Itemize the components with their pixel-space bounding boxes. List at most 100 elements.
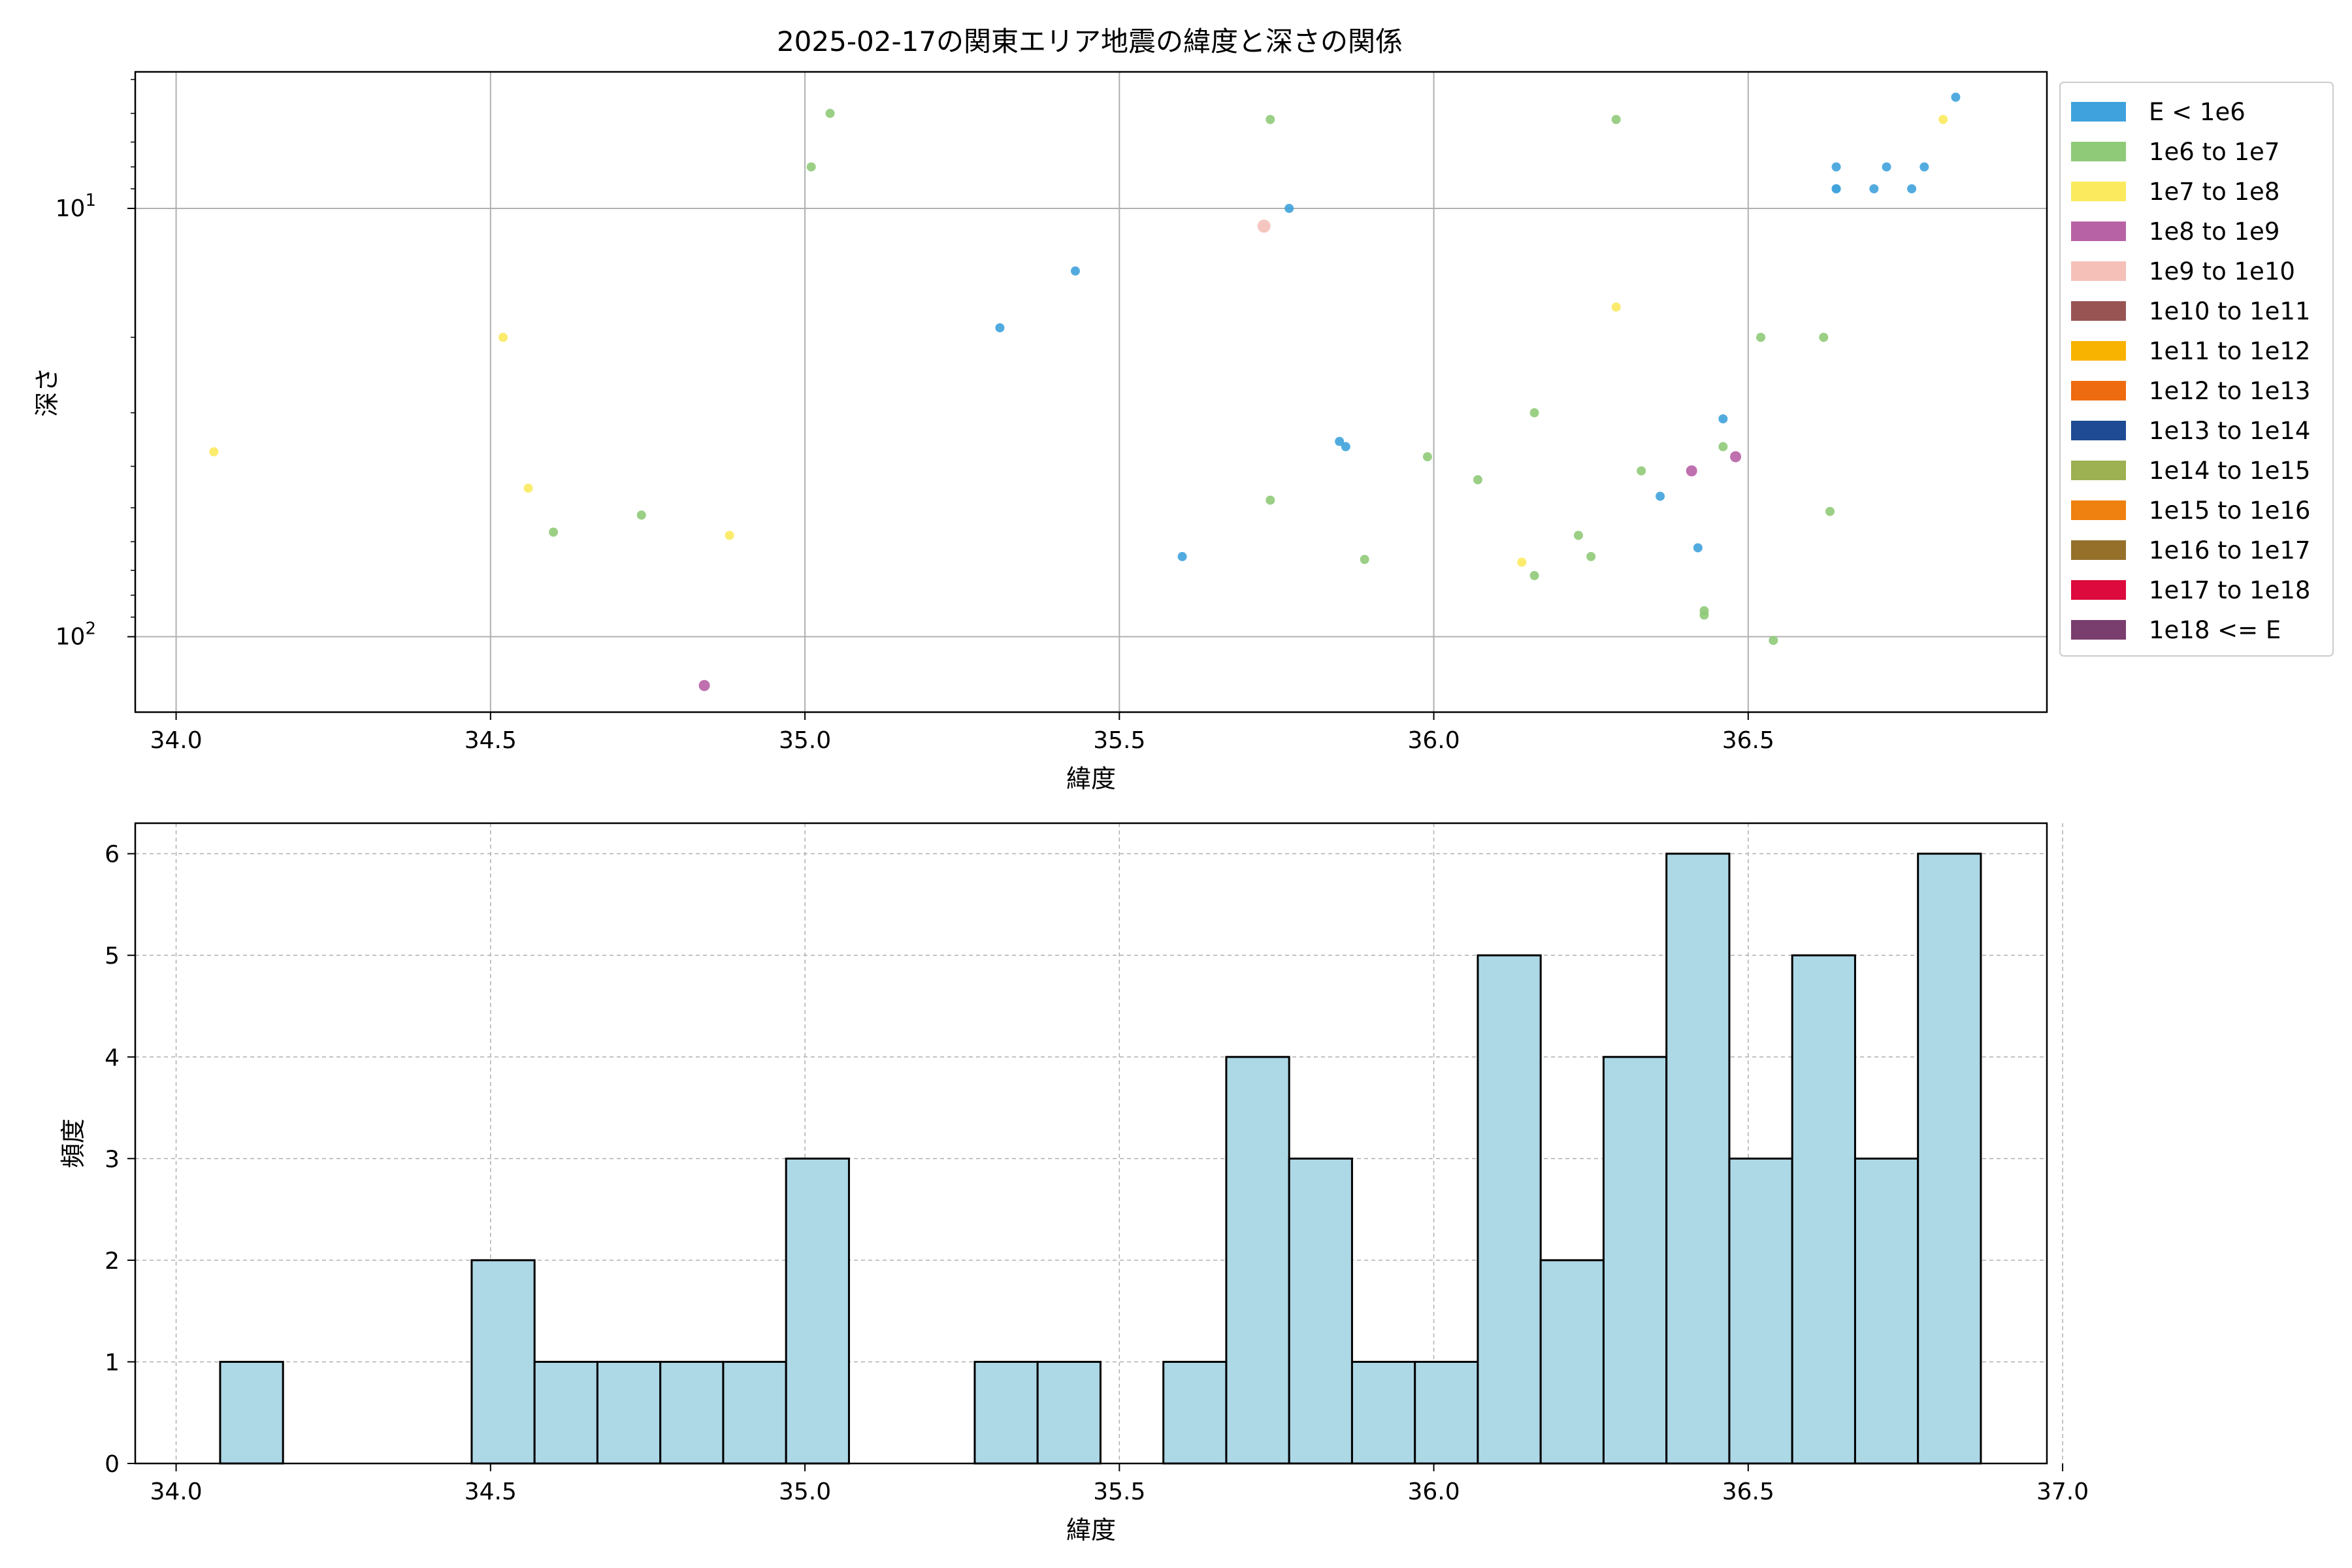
scatter-point — [1718, 414, 1728, 424]
histogram-bar — [973, 1360, 1039, 1465]
scatter-point — [549, 527, 559, 537]
legend-label: 1e9 to 1e10 — [2149, 257, 2295, 286]
scatter-point — [1341, 442, 1350, 451]
histogram-bar — [533, 1360, 598, 1465]
scatter-point — [1335, 436, 1345, 446]
histogram-x-tick-label: 36.0 — [1407, 1478, 1460, 1505]
scatter-point — [1819, 333, 1829, 342]
scatter-point — [1573, 531, 1583, 540]
scatter-point — [698, 679, 710, 691]
histogram-bar — [1225, 1056, 1290, 1465]
legend-label: 1e14 to 1e15 — [2149, 457, 2310, 485]
histogram-y-tick-label: 3 — [105, 1146, 120, 1173]
scatter-point — [1919, 162, 1929, 172]
scatter-point — [1938, 114, 1948, 124]
scatter-x-tick-label: 34.0 — [150, 727, 202, 754]
scatter-point — [1177, 551, 1187, 561]
legend-label: E < 1e6 — [2149, 98, 2246, 126]
legend-label: 1e8 to 1e9 — [2149, 218, 2279, 246]
legend-swatch — [2071, 261, 2126, 281]
legend-swatch — [2071, 221, 2126, 241]
scatter-point — [995, 323, 1005, 333]
legend-swatch — [2071, 421, 2126, 440]
scatter-point — [1825, 506, 1835, 516]
scatter-point — [1637, 466, 1646, 476]
scatter-point — [1769, 636, 1778, 645]
histogram-bar — [1602, 1056, 1668, 1465]
scatter-point — [1586, 551, 1596, 561]
histogram-y-tick-label: 2 — [105, 1248, 120, 1275]
histogram-bar — [1665, 853, 1731, 1465]
scatter-point — [1529, 571, 1539, 581]
histogram-x-tick-label: 35.5 — [1093, 1478, 1145, 1505]
histogram-bar — [1477, 954, 1542, 1465]
histogram-x-ticks: 34.0 34.5 35.0 35.5 36.0 36.5 37.0 — [150, 1463, 2089, 1505]
legend-swatch — [2071, 620, 2126, 640]
legend-swatch — [2071, 461, 2126, 480]
scatter-title: 2025-02-17の関東エリア地震の緯度と深さの関係 — [777, 25, 1403, 57]
scatter-y-ticks: 101 102 — [56, 78, 135, 651]
histogram-y-ticks: 0 1 2 3 4 5 6 — [105, 841, 135, 1478]
scatter-points — [209, 92, 1961, 691]
legend-label: 1e16 to 1e17 — [2149, 536, 2310, 564]
scatter-point — [1611, 302, 1621, 312]
scatter-y-tick-label: 101 — [56, 191, 96, 222]
scatter-point — [636, 510, 646, 520]
scatter-point — [209, 447, 219, 457]
histogram-bar — [1414, 1360, 1479, 1465]
scatter-x-tick-label: 36.5 — [1722, 727, 1774, 754]
scatter-point — [1907, 184, 1917, 193]
histogram-x-label: 緯度 — [1066, 1516, 1116, 1544]
histogram-bar — [659, 1360, 725, 1465]
scatter-point — [1869, 184, 1879, 193]
histogram-y-tick-label: 4 — [105, 1045, 120, 1071]
scatter-point — [1831, 184, 1841, 193]
legend-swatch — [2071, 341, 2126, 361]
scatter-axes-frame — [134, 71, 2048, 713]
legend-label: 1e10 to 1e11 — [2149, 297, 2310, 325]
scatter-grid — [135, 72, 2047, 712]
scatter-point — [1284, 203, 1294, 213]
scatter-point — [523, 483, 533, 493]
histogram-bar — [1791, 954, 1856, 1465]
legend-frame — [2059, 82, 2334, 657]
scatter-point — [1257, 220, 1271, 233]
scatter-point — [1070, 266, 1080, 276]
scatter-x-tick-label: 34.5 — [465, 727, 517, 754]
scatter-point — [1951, 92, 1961, 102]
scatter-point — [1529, 408, 1539, 417]
scatter-panel: 2025-02-17の関東エリア地震の緯度と深さの関係 34.0 34.5 35.0… — [33, 25, 2334, 793]
scatter-point — [1266, 495, 1275, 505]
scatter-x-label: 緯度 — [1066, 764, 1116, 793]
legend-swatch — [2071, 301, 2126, 321]
histogram-bar — [596, 1360, 662, 1465]
histogram-x-tick-label: 34.5 — [465, 1478, 517, 1505]
histogram-x-tick-label: 36.5 — [1722, 1478, 1774, 1505]
legend-swatch — [2071, 580, 2126, 600]
scatter-point — [1611, 114, 1621, 124]
scatter-point — [1730, 451, 1742, 463]
legend-label: 1e7 to 1e8 — [2149, 178, 2279, 206]
histogram-bar — [1162, 1360, 1228, 1465]
scatter-point — [1699, 610, 1709, 620]
scatter-point — [1360, 555, 1369, 564]
legend-swatch — [2071, 182, 2126, 201]
scatter-x-tick-label: 36.0 — [1407, 727, 1460, 754]
histogram-y-tick-label: 1 — [105, 1349, 120, 1376]
histogram-bar — [1288, 1157, 1353, 1465]
legend-swatch — [2071, 102, 2126, 122]
scatter-point — [825, 108, 835, 118]
histogram-bar — [470, 1259, 536, 1465]
histogram-bar — [1036, 1360, 1102, 1465]
legend-label: 1e13 to 1e14 — [2149, 417, 2310, 445]
legend-label: 1e17 to 1e18 — [2149, 576, 2310, 604]
legend-swatch — [2071, 540, 2126, 560]
scatter-point — [1517, 557, 1527, 567]
histogram-bar — [1854, 1157, 1919, 1465]
histogram-x-tick-label: 37.0 — [2036, 1478, 2089, 1505]
histogram-bars — [219, 853, 1982, 1465]
histogram-bar — [1350, 1360, 1416, 1465]
scatter-point — [1756, 333, 1766, 342]
histogram-y-tick-label: 0 — [105, 1451, 120, 1478]
legend-swatch — [2071, 381, 2126, 400]
